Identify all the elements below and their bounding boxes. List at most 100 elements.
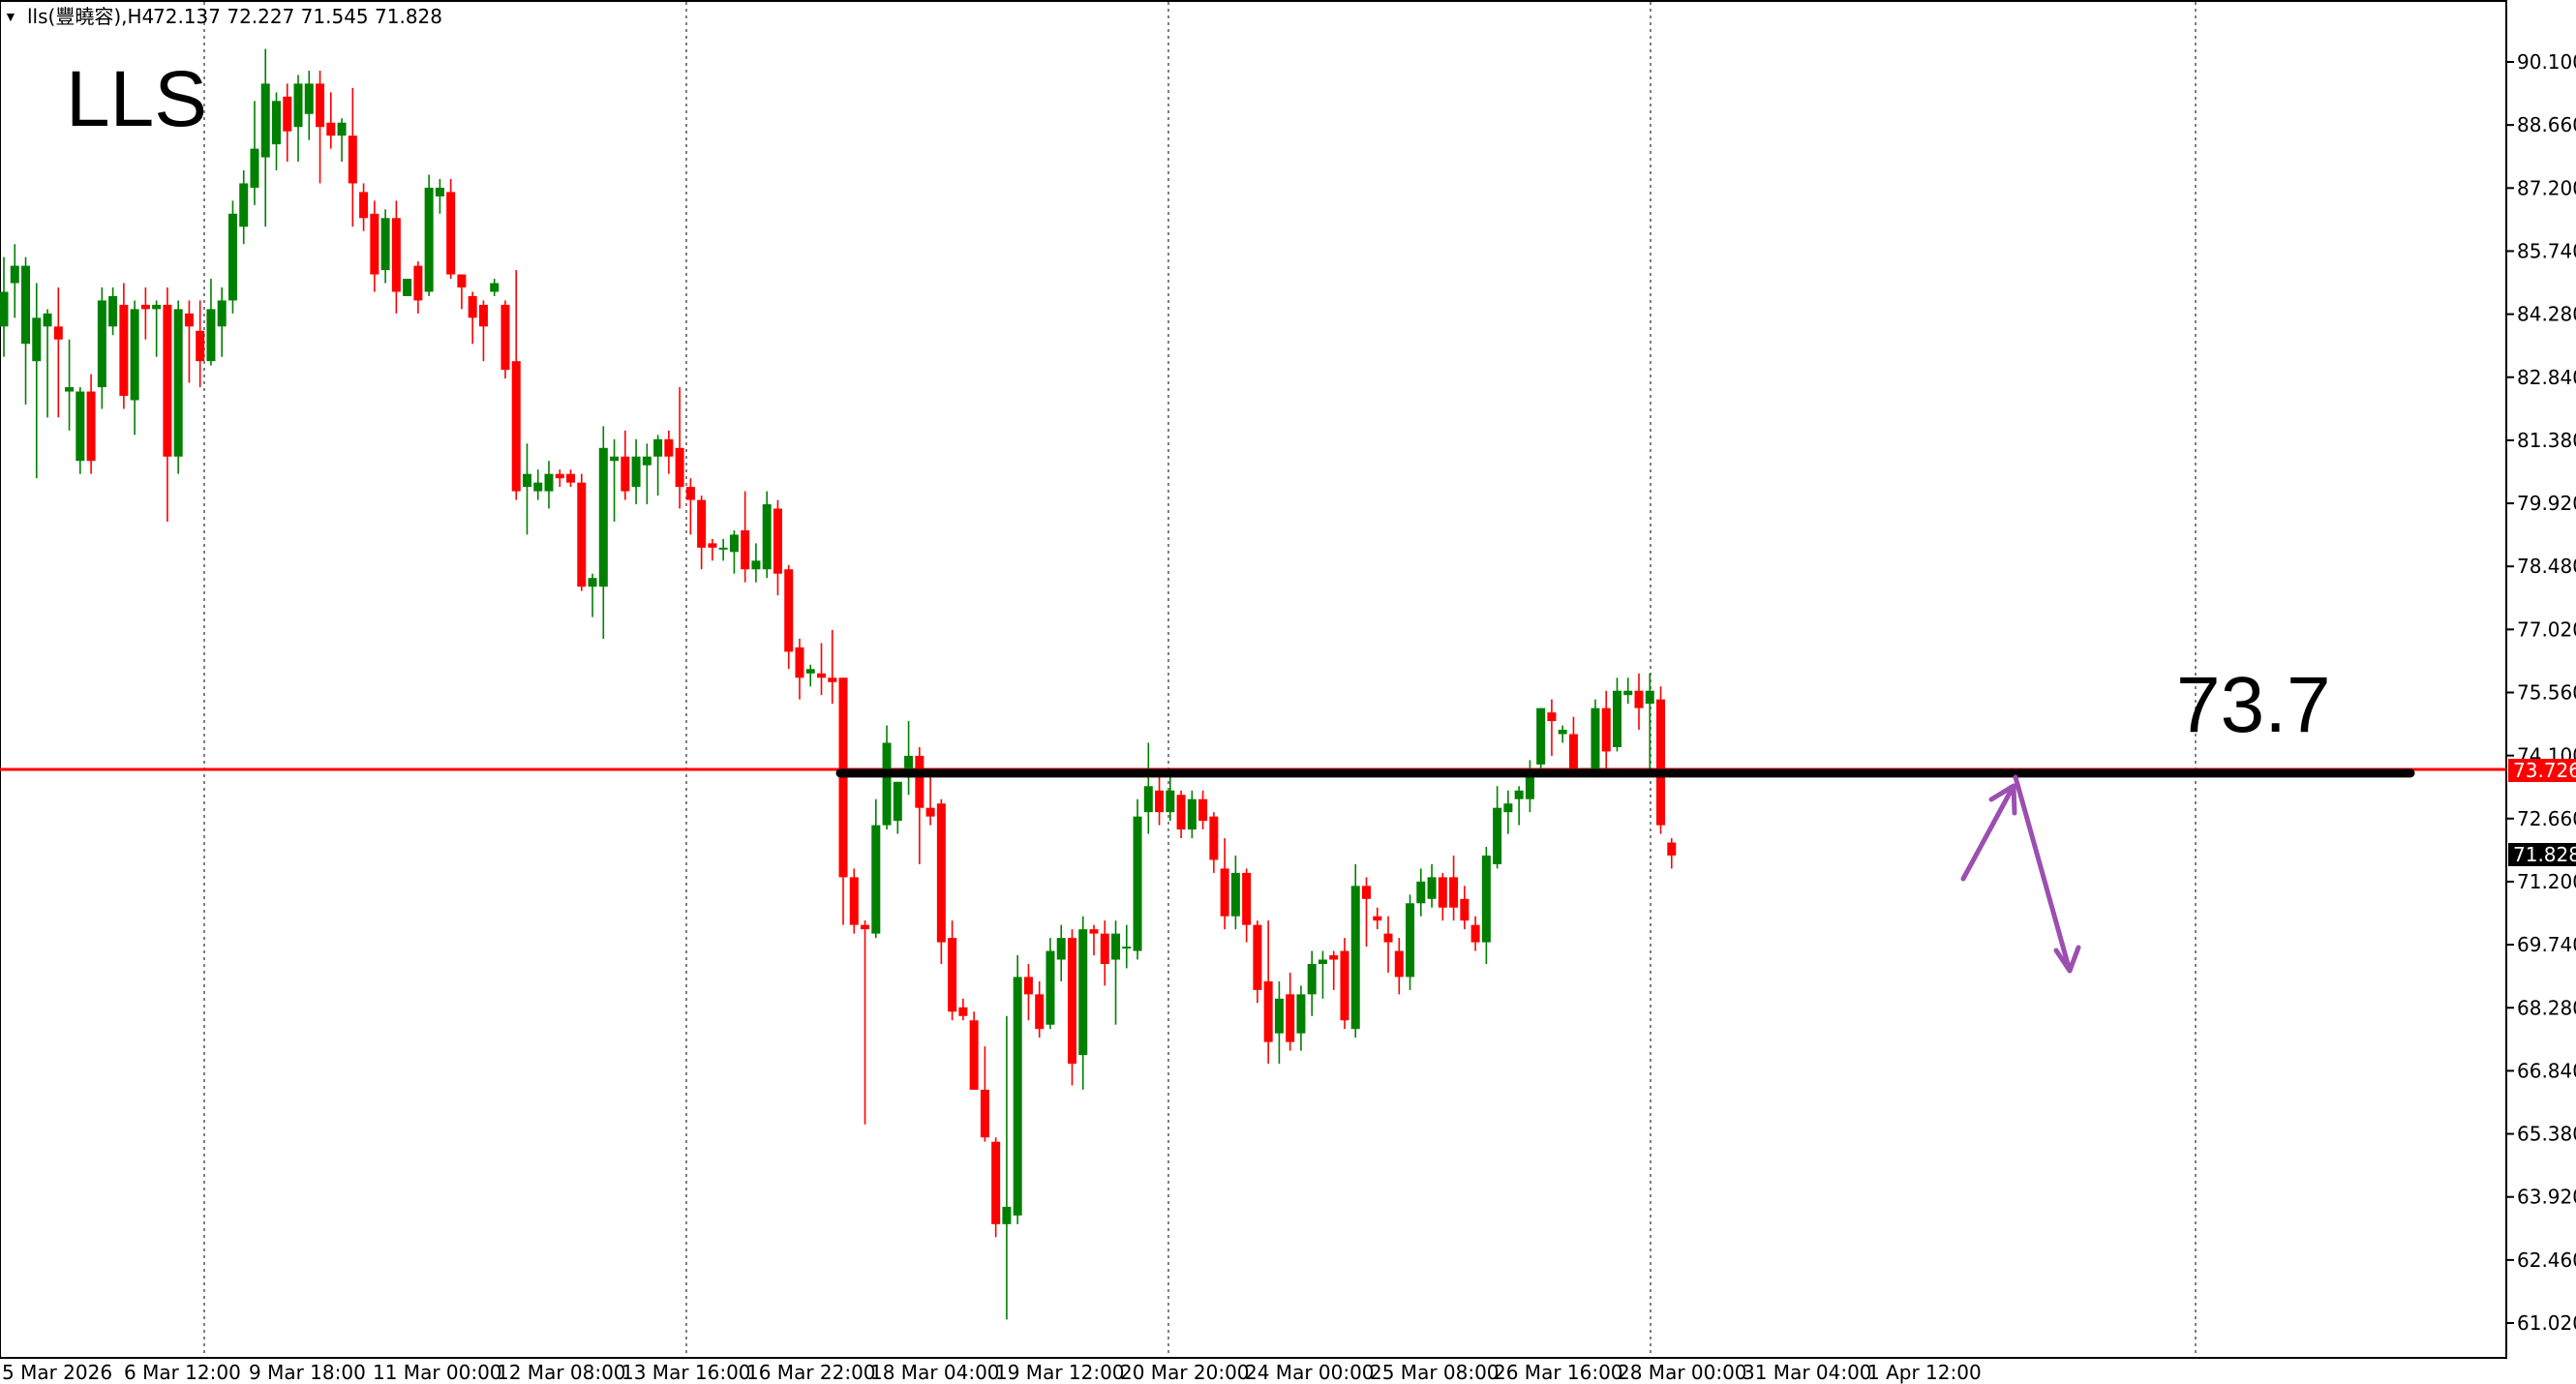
y-tick-label: 81.380 [2517, 429, 2576, 452]
candle-body [588, 578, 597, 587]
x-tick-label: 12 Mar 08:00 [497, 1361, 626, 1384]
candle-body [1155, 790, 1165, 813]
candle-body [610, 456, 620, 462]
candle-body [642, 456, 652, 466]
candle-body [1067, 938, 1076, 1065]
candle-body [555, 473, 564, 479]
candle-body [871, 825, 881, 934]
candle-body [1667, 842, 1677, 856]
candle-body [773, 508, 782, 574]
y-tick-label: 87.200 [2517, 176, 2576, 199]
candle-body [904, 755, 914, 778]
candle-body [1536, 707, 1546, 765]
y-tick-label: 82.840 [2517, 366, 2576, 389]
candle-body [882, 742, 892, 826]
y-tick-label: 88.660 [2517, 113, 2576, 136]
candle-body [1394, 950, 1404, 978]
chart-title: LLS [66, 55, 207, 143]
candle-body [1176, 795, 1186, 830]
candle-body [577, 482, 587, 587]
y-tick-label: 85.740 [2517, 239, 2576, 262]
candle-body [948, 938, 957, 1012]
x-tick-label: 18 Mar 04:00 [870, 1361, 1000, 1384]
y-tick-label: 61.020 [2517, 1311, 2576, 1335]
candle-body [65, 387, 75, 392]
candle-body [991, 1141, 1001, 1224]
x-tick-label: 24 Mar 00:00 [1245, 1361, 1375, 1384]
header-bar: ▼ lls(豐曉容),H4 72.137 72.227 71.545 71.82… [4, 5, 442, 28]
candle-body [675, 447, 684, 488]
y-tick-label: 79.920 [2517, 492, 2576, 515]
candle-body [468, 295, 477, 318]
candle-body [316, 83, 325, 128]
x-tick-label: 11 Mar 00:00 [373, 1361, 502, 1384]
candle-body [784, 569, 794, 652]
candle-body [1601, 707, 1611, 752]
candle-body [1274, 998, 1284, 1034]
candle-body [511, 361, 521, 492]
candle-body [326, 122, 336, 136]
candle-body [206, 309, 216, 362]
y-tick-label: 63.920 [2517, 1186, 2576, 1209]
candle-body [1406, 903, 1415, 978]
candle-body [370, 213, 379, 275]
candle-body [1133, 816, 1142, 951]
chart-menu-icon[interactable]: ▼ [4, 9, 17, 24]
candle-body [1166, 790, 1175, 813]
y-tick-label: 78.480 [2517, 555, 2576, 578]
y-tick-label: 68.280 [2517, 996, 2576, 1019]
candle-body [664, 438, 674, 457]
candle-body [283, 96, 292, 132]
y-tick-label: 77.020 [2517, 617, 2576, 641]
candle-body [718, 547, 728, 550]
arrow-down-head-icon [2053, 945, 2081, 974]
candle-body [163, 304, 172, 457]
y-tick-label: 69.740 [2517, 933, 2576, 956]
candle-body [337, 122, 347, 136]
candle-body [1198, 798, 1208, 822]
candle-body [1568, 734, 1578, 769]
candle-body [631, 456, 641, 488]
candle-body [653, 438, 663, 457]
candle-body [272, 101, 281, 145]
candle-body [1373, 916, 1382, 921]
candle-body [391, 218, 401, 292]
candle-body [424, 187, 434, 292]
candle-body [708, 543, 717, 548]
y-axis: 90.100 88.660 87.200 85.740 84.280 82.840 81.3… [2506, 50, 2576, 1335]
candle-body [1242, 872, 1252, 925]
candle-body [1340, 950, 1349, 1021]
y-tick-label: 84.280 [2517, 303, 2576, 326]
candle-body [1438, 877, 1447, 908]
candle-body [795, 647, 804, 678]
candle-body [260, 83, 270, 158]
candle-body [380, 218, 390, 271]
candle-body [1503, 803, 1513, 813]
candle-body [533, 482, 543, 492]
y-tick-label: 90.100 [2517, 50, 2576, 74]
candle-body [1002, 1206, 1012, 1224]
candle-body [490, 283, 500, 292]
y-tick-label: 72.660 [2517, 807, 2576, 830]
candle-body [893, 781, 902, 822]
x-tick-label: 25 Mar 08:00 [1370, 1361, 1500, 1384]
candle-body [1122, 947, 1132, 949]
candle-body [1100, 933, 1109, 964]
candle-body [217, 300, 227, 327]
candle-body [173, 309, 183, 457]
y-tick-label: 66.840 [2517, 1059, 2576, 1082]
candle-body [1253, 924, 1262, 990]
candle-body [936, 803, 946, 943]
candle-body [86, 391, 96, 462]
candle-body [1318, 959, 1327, 964]
candle-body [1111, 933, 1121, 960]
ohlc-readout: 72.137 72.227 71.545 71.828 [153, 5, 442, 28]
x-tick-label: 6 Mar 12:00 [124, 1361, 241, 1384]
candle-body [21, 265, 31, 345]
candle-body [1470, 924, 1480, 943]
candle-body [958, 1007, 968, 1016]
candle-body [1286, 994, 1295, 1042]
candle-body [457, 274, 467, 287]
candle-body [184, 313, 194, 327]
